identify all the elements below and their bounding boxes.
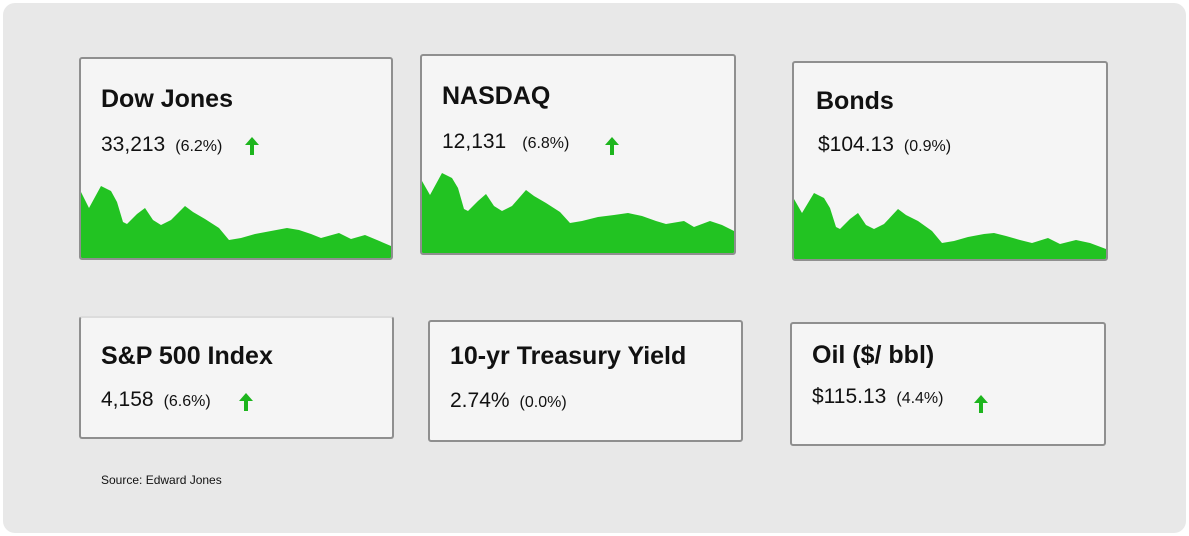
card-change: (4.4%): [896, 390, 944, 407]
sparkline: [81, 186, 391, 258]
card-title: S&P 500 Index: [101, 342, 273, 370]
card-bonds[interactable]: Bonds $104.13 (0.9%): [792, 61, 1108, 261]
arrow-up-icon: [245, 137, 259, 155]
card-change: (6.2%): [175, 138, 223, 155]
card-value: $115.13: [812, 385, 887, 408]
card-quote: 33,213 (6.2%): [101, 133, 222, 157]
card-quote: 2.74% (0.0%): [450, 389, 567, 413]
sparkline: [422, 173, 734, 253]
card-sp500[interactable]: S&P 500 Index 4,158 (6.6%): [79, 316, 394, 439]
sparkline: [794, 193, 1106, 259]
market-summary-panel: Dow Jones 33,213 (6.2%) NASDAQ 12,131 (6.8…: [3, 3, 1186, 533]
card-value: 2.74%: [450, 389, 510, 412]
card-value: $104.13: [818, 133, 894, 156]
card-change: (6.6%): [163, 393, 211, 410]
card-value: 4,158: [101, 388, 154, 411]
card-change: (0.9%): [903, 138, 952, 155]
card-title: Oil ($/ bbl): [812, 341, 935, 369]
card-title: Dow Jones: [101, 85, 233, 113]
card-change: (6.8%): [522, 135, 570, 152]
source-caption: Source: Edward Jones: [101, 473, 222, 487]
card-title: 10-yr Treasury Yield: [450, 342, 687, 370]
card-title: NASDAQ: [442, 82, 551, 110]
card-oil[interactable]: Oil ($/ bbl) $115.13 (4.4%): [790, 322, 1106, 446]
card-quote: $104.13 (0.9%): [818, 133, 951, 157]
card-title: Bonds: [816, 87, 894, 115]
card-value: 12,131: [442, 130, 507, 153]
arrow-up-icon: [239, 393, 253, 411]
card-treasury-yield[interactable]: 10-yr Treasury Yield 2.74% (0.0%): [428, 320, 743, 442]
arrow-up-icon: [974, 395, 988, 413]
card-quote: $115.13 (4.4%): [812, 385, 943, 409]
card-quote: 12,131 (6.8%): [442, 130, 569, 154]
arrow-up-icon: [605, 137, 619, 155]
card-nasdaq[interactable]: NASDAQ 12,131 (6.8%): [420, 54, 736, 255]
card-dow-jones[interactable]: Dow Jones 33,213 (6.2%): [79, 57, 393, 260]
card-value: 33,213: [101, 133, 166, 156]
card-change: (0.0%): [519, 394, 567, 411]
card-quote: 4,158 (6.6%): [101, 388, 211, 412]
